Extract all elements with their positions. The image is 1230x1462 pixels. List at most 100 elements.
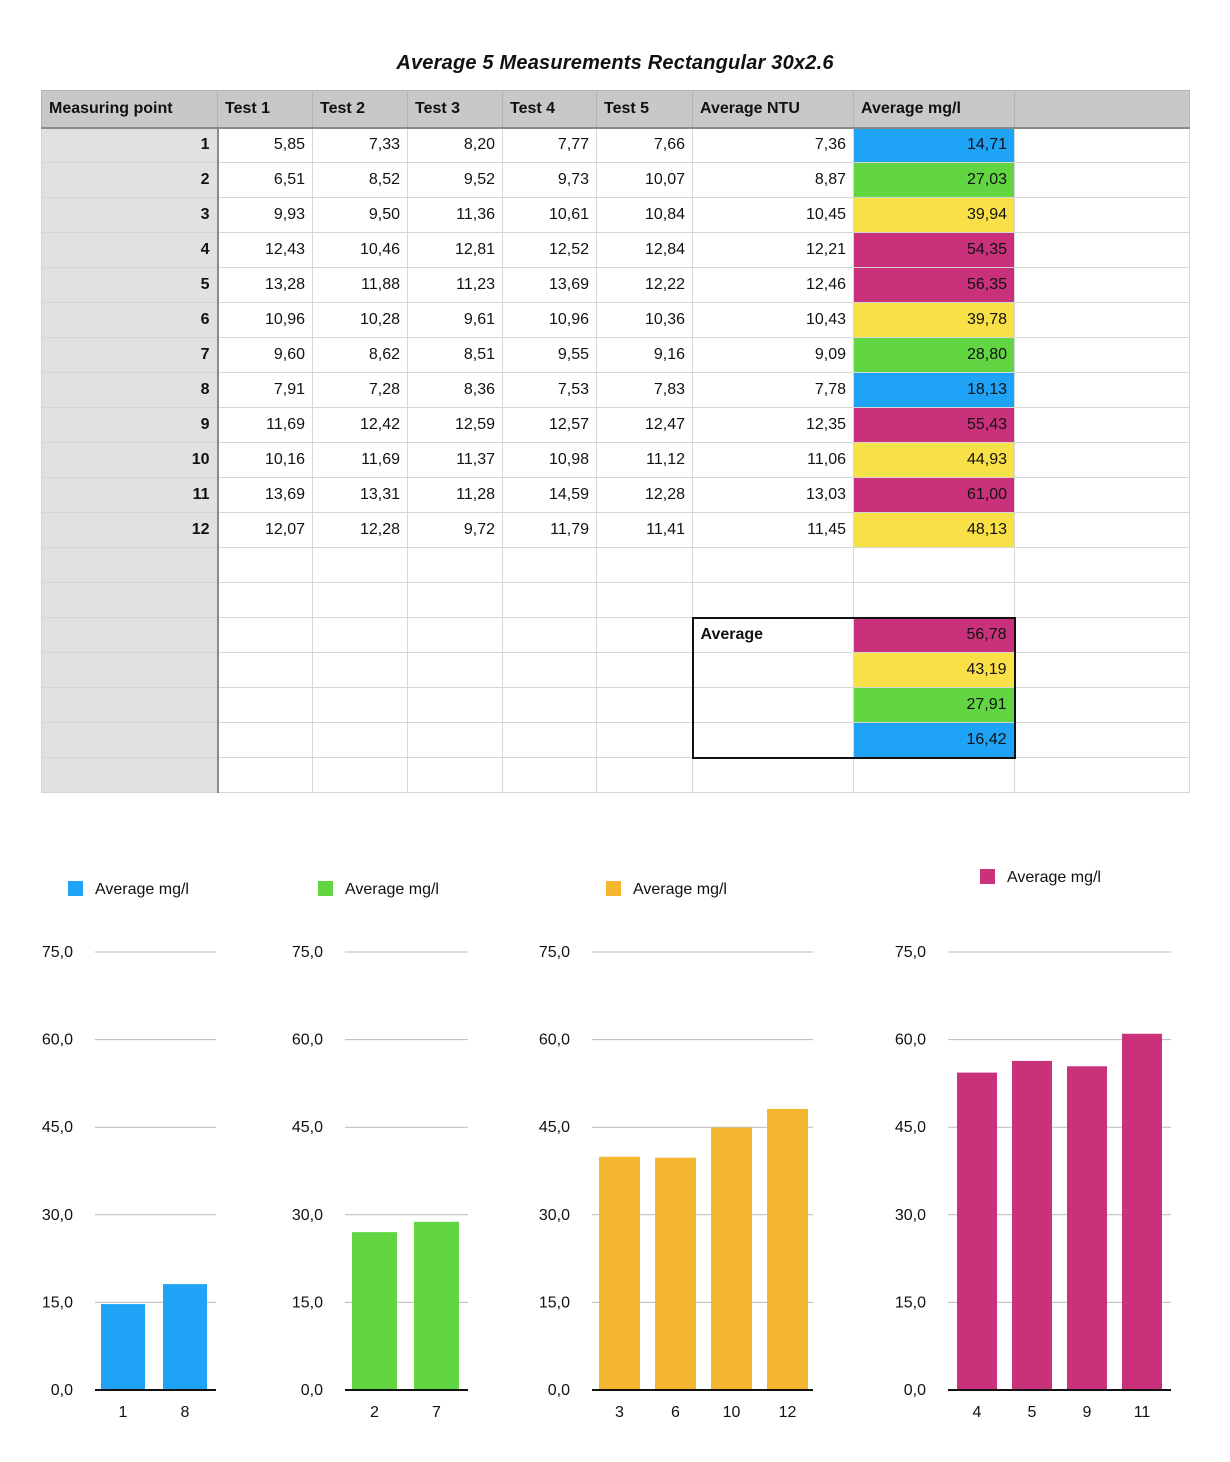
empty-cell (1014, 582, 1190, 618)
table-row: 5 13,28 11,88 11,23 13,69 12,22 12,46 56,35 (41, 267, 1190, 303)
test-value-cell: 11,28 (407, 477, 503, 513)
empty-cell (1014, 722, 1190, 758)
test-value-cell: 6,51 (217, 162, 313, 198)
test-value-cell: 11,69 (312, 442, 408, 478)
column-header: Test 4 (502, 90, 597, 129)
x-tick-label: 11 (1134, 1404, 1151, 1421)
test-value-cell: 11,69 (217, 407, 313, 443)
avg-mgl-cell: 27,03 (853, 162, 1015, 198)
empty-cell (502, 687, 597, 723)
x-tick-label: 10 (723, 1404, 741, 1421)
test-value-cell: 9,72 (407, 512, 503, 548)
empty-cell (692, 547, 854, 583)
empty-cell (312, 757, 408, 793)
x-tick-label: 2 (370, 1404, 379, 1421)
test-value-cell: 13,69 (502, 267, 597, 303)
column-header: Average NTU (692, 90, 854, 129)
empty-cell (596, 687, 693, 723)
test-value-cell: 11,12 (596, 442, 693, 478)
avg-mgl-cell: 44,93 (853, 442, 1015, 478)
test-value-cell: 12,28 (596, 477, 693, 513)
avg-ntu-cell: 9,09 (692, 337, 854, 373)
test-value-cell: 11,23 (407, 267, 503, 303)
y-tick-label: 45,0 (42, 1119, 73, 1136)
y-tick-label: 60,0 (292, 1032, 323, 1049)
test-value-cell: 9,73 (502, 162, 597, 198)
x-tick-label: 6 (671, 1404, 680, 1421)
y-tick-label: 75,0 (895, 944, 926, 961)
x-tick-label: 1 (119, 1404, 128, 1421)
average-value-cell: 56,78 (853, 616, 1016, 653)
y-tick-label: 30,0 (292, 1207, 323, 1224)
y-tick-label: 45,0 (292, 1119, 323, 1136)
table-row: 7 9,60 8,62 8,51 9,55 9,16 9,09 28,80 (41, 337, 1190, 373)
empty-cell (1014, 442, 1190, 478)
test-value-cell: 12,43 (217, 232, 313, 268)
empty-cell (596, 582, 693, 618)
test-value-cell: 8,51 (407, 337, 503, 373)
test-value-cell: 7,66 (596, 127, 693, 163)
row-point: 7 (41, 337, 219, 373)
test-value-cell: 9,50 (312, 197, 408, 233)
empty-cell (407, 757, 503, 793)
test-value-cell: 12,47 (596, 407, 693, 443)
average-box-cell (691, 722, 854, 759)
bar (352, 1232, 397, 1390)
table-row: 16,42 (41, 722, 1190, 759)
avg-ntu-cell: 12,21 (692, 232, 854, 268)
empty-cell (1014, 197, 1190, 233)
avg-ntu-cell: 13,03 (692, 477, 854, 513)
x-tick-label: 8 (181, 1404, 190, 1421)
empty-cell (1014, 547, 1190, 583)
y-tick-label: 30,0 (895, 1207, 926, 1224)
legend-label: Average mg/l (95, 881, 189, 898)
empty-cell (407, 617, 503, 653)
test-value-cell: 9,61 (407, 302, 503, 338)
y-tick-label: 15,0 (42, 1294, 73, 1311)
bar-chart-blue: Average mg/l 0,0 15,0 30,0 45,0 60,0 75,0 1 8 (42, 881, 216, 1421)
row-point (41, 757, 219, 793)
avg-mgl-cell: 18,13 (853, 372, 1015, 408)
empty-cell (217, 652, 313, 688)
column-header: Average mg/l (853, 90, 1015, 129)
test-value-cell: 11,41 (596, 512, 693, 548)
empty-cell (217, 582, 313, 618)
empty-cell (1014, 232, 1190, 268)
avg-mgl-cell: 55,43 (853, 407, 1015, 443)
bar (767, 1108, 808, 1390)
empty-cell (407, 582, 503, 618)
empty-cell (1014, 127, 1190, 163)
avg-mgl-cell: 28,80 (853, 337, 1015, 373)
legend-swatch (980, 869, 995, 884)
test-value-cell: 7,33 (312, 127, 408, 163)
row-point: 12 (41, 512, 219, 548)
avg-mgl-cell: 61,00 (853, 477, 1015, 513)
empty-cell (407, 547, 503, 583)
empty-cell (502, 722, 597, 758)
y-tick-label: 15,0 (895, 1294, 926, 1311)
y-tick-label: 60,0 (895, 1032, 926, 1049)
empty-cell (853, 582, 1015, 618)
empty-cell (312, 582, 408, 618)
bar (1067, 1066, 1107, 1390)
test-value-cell: 8,36 (407, 372, 503, 408)
empty-cell (502, 652, 597, 688)
row-point: 11 (41, 477, 219, 513)
empty-cell (1014, 407, 1190, 443)
test-value-cell: 12,57 (502, 407, 597, 443)
row-point (41, 722, 219, 758)
empty-cell (1014, 372, 1190, 408)
x-tick-label: 3 (615, 1404, 624, 1421)
x-tick-label: 12 (779, 1404, 797, 1421)
y-tick-label: 30,0 (539, 1207, 570, 1224)
empty-cell (312, 722, 408, 758)
table-row (41, 582, 1190, 618)
test-value-cell: 8,52 (312, 162, 408, 198)
bar-chart-magenta: Average mg/l 0,0 15,0 30,0 45,0 60,0 75,0 4 5 9 11 (895, 869, 1171, 1421)
avg-ntu-cell: 10,43 (692, 302, 854, 338)
empty-cell (407, 687, 503, 723)
empty-cell (596, 652, 693, 688)
avg-mgl-cell: 56,35 (853, 267, 1015, 303)
test-value-cell: 10,96 (217, 302, 313, 338)
